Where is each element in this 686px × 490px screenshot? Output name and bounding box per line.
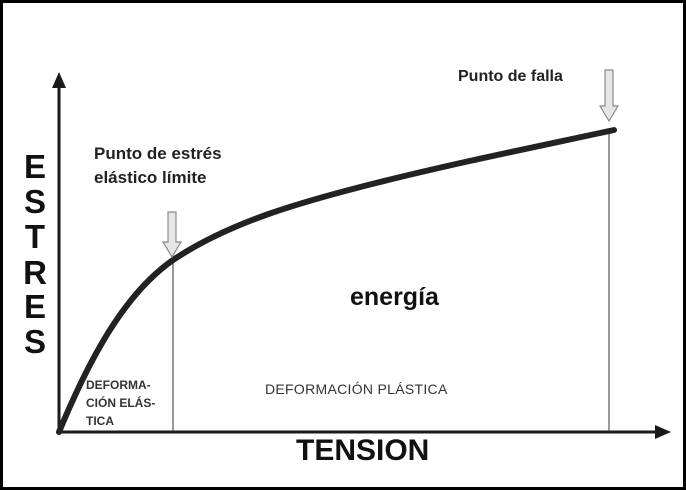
elastic-limit-label-line: elástico límite — [94, 168, 207, 187]
y-axis-label-letter: R — [23, 254, 47, 291]
x-axis-label: TENSION — [296, 434, 430, 467]
elastic-zone-label-line: DEFORMA- — [86, 378, 151, 392]
y-axis-label-letter: T — [24, 218, 46, 255]
y-axis-label-letter: S — [23, 323, 46, 360]
elastic-limit-label-line: Punto de estrés — [94, 144, 222, 163]
failure-point-label: Punto de falla — [458, 68, 563, 85]
y-axis-label-letter: S — [23, 183, 46, 220]
elastic-zone-label-line: CIÓN ELÁS- — [86, 396, 156, 410]
elastic-zone-label-line: TICA — [86, 414, 114, 428]
x-axis-arrowhead — [655, 425, 671, 439]
energy-label: energía — [350, 283, 439, 311]
elastic-limit-arrow-icon — [161, 211, 183, 259]
stress-strain-curve — [56, 127, 617, 435]
y-axis-label-letter: E — [23, 148, 46, 185]
failure-arrow-icon — [598, 69, 620, 123]
elastic-limit-label: Punto de estrés elástico límite — [94, 142, 222, 190]
elastic-zone-label: DEFORMA- CIÓN ELÁS- TICA — [86, 376, 155, 430]
plastic-zone-label: DEFORMACIÓN PLÁSTICA — [265, 381, 448, 397]
y-axis-label-letter: E — [23, 288, 46, 325]
y-axis-arrowhead — [52, 72, 66, 88]
